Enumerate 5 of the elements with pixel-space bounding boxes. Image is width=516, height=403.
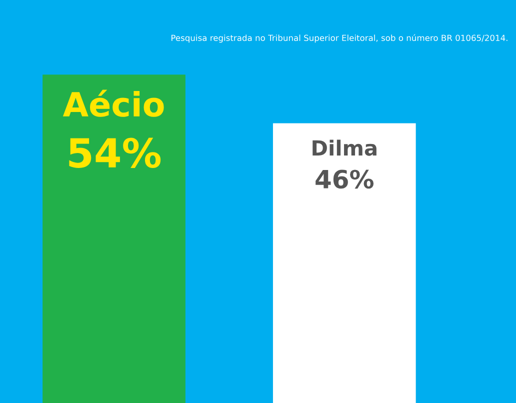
x-tick-label: Aécio bbox=[62, 90, 164, 117]
data-label: 46% bbox=[316, 170, 374, 189]
data-label: 54% bbox=[69, 138, 161, 168]
text: Pesquisa registrada no Tribunal Superior Eleitoral, sob o número BR 01065/2014. bbox=[172, 34, 508, 43]
x-tick-label: Dilma bbox=[312, 140, 376, 156]
